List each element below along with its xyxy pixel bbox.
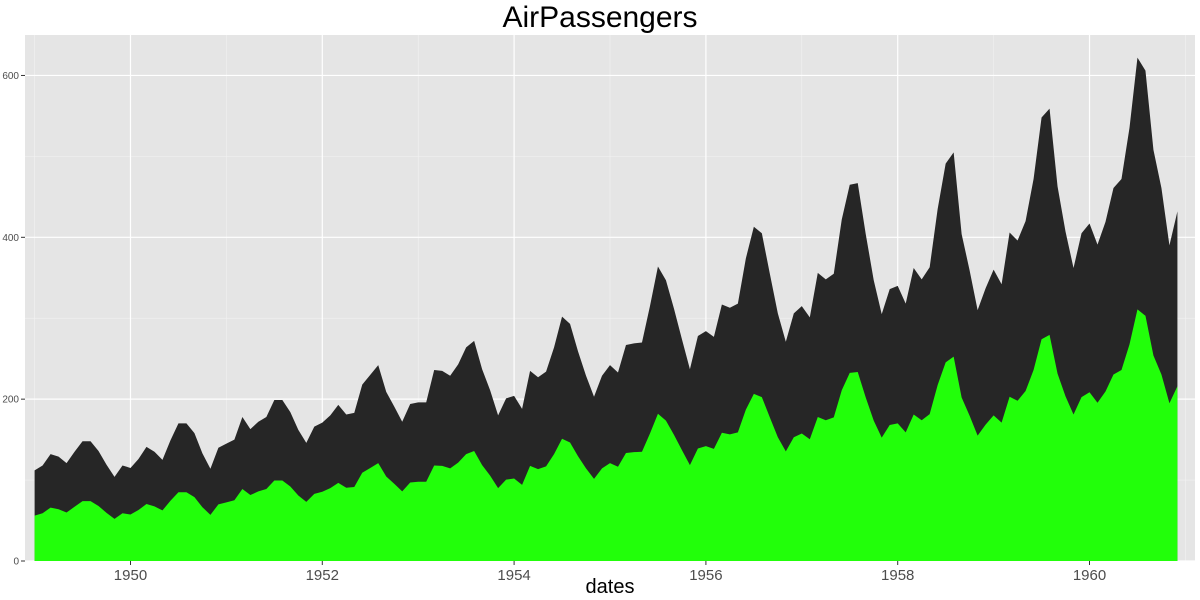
series-areas [34,57,1178,561]
x-tick-label: 1956 [689,567,722,584]
x-tick-label: 1954 [497,567,530,584]
axes: 0 200 400 600 1950 1952 1954 1956 1958 1960 [2,71,1106,584]
x-tick-label: 1950 [114,567,147,584]
y-tick-label: 600 [2,71,19,82]
series-area-2 [34,309,1178,561]
y-tick-label: 200 [2,395,19,406]
y-tick-label: 400 [2,233,19,244]
x-tick-label: 1960 [1073,567,1106,584]
x-axis-title: dates [586,576,635,598]
x-tick-label: 1958 [881,567,914,584]
y-tick-label: 0 [13,557,19,568]
x-tick-label: 1952 [306,567,339,584]
chart-title: AirPassengers [502,1,698,34]
